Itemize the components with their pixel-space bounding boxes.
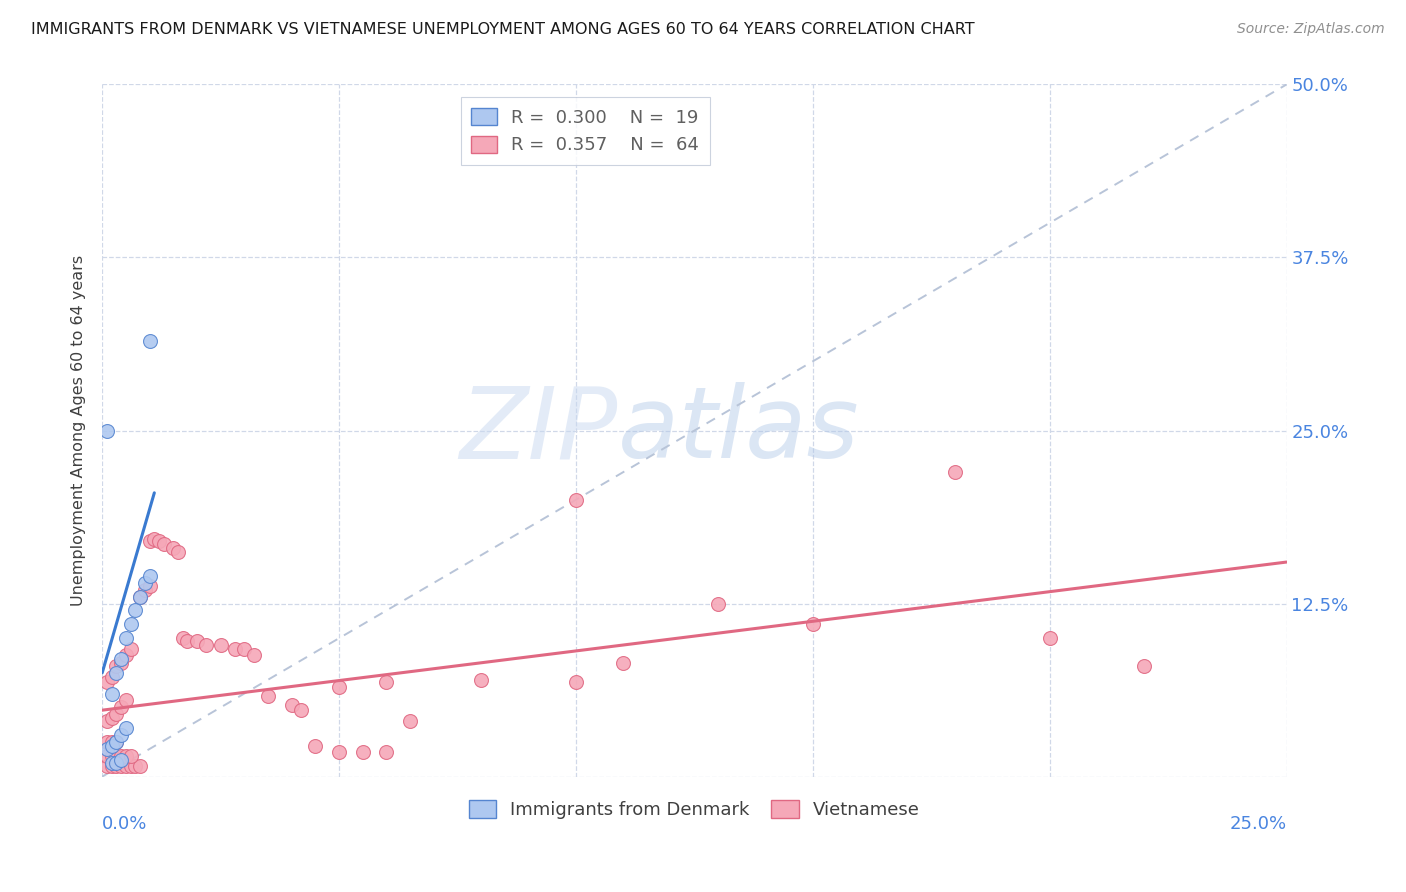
Text: 0.0%: 0.0% bbox=[103, 814, 148, 833]
Point bbox=[1039, 631, 1062, 645]
Point bbox=[115, 758, 138, 772]
Point bbox=[115, 631, 138, 645]
Point bbox=[280, 698, 302, 712]
Point bbox=[612, 656, 634, 670]
Point bbox=[96, 758, 118, 772]
Point bbox=[96, 742, 118, 756]
Point bbox=[100, 670, 122, 684]
Point bbox=[138, 334, 160, 348]
Point bbox=[100, 758, 122, 772]
Point bbox=[115, 721, 138, 735]
Point bbox=[134, 582, 156, 597]
Point bbox=[233, 642, 256, 657]
Point bbox=[105, 665, 128, 680]
Point bbox=[120, 748, 142, 763]
Point bbox=[115, 693, 138, 707]
Point bbox=[352, 745, 374, 759]
Point bbox=[96, 735, 118, 749]
Point bbox=[96, 424, 118, 438]
Point bbox=[1133, 658, 1156, 673]
Point bbox=[120, 617, 142, 632]
Point bbox=[176, 634, 198, 648]
Point bbox=[801, 617, 824, 632]
Point bbox=[243, 648, 266, 662]
Point bbox=[105, 735, 128, 749]
Point bbox=[96, 675, 118, 690]
Point bbox=[129, 758, 152, 772]
Point bbox=[105, 707, 128, 722]
Y-axis label: Unemployment Among Ages 60 to 64 years: Unemployment Among Ages 60 to 64 years bbox=[72, 255, 86, 606]
Point bbox=[110, 728, 132, 742]
Point bbox=[105, 735, 128, 749]
Point bbox=[129, 590, 152, 604]
Point bbox=[399, 714, 422, 729]
Point bbox=[105, 758, 128, 772]
Point bbox=[120, 758, 142, 772]
Point bbox=[224, 642, 246, 657]
Point bbox=[162, 541, 184, 556]
Point bbox=[195, 638, 218, 652]
Point bbox=[115, 648, 138, 662]
Text: 25.0%: 25.0% bbox=[1229, 814, 1286, 833]
Point bbox=[470, 673, 492, 687]
Point bbox=[153, 537, 176, 551]
Point bbox=[124, 603, 146, 617]
Point bbox=[167, 545, 190, 559]
Point bbox=[304, 739, 326, 754]
Point bbox=[186, 634, 208, 648]
Text: atlas: atlas bbox=[617, 382, 859, 479]
Point bbox=[943, 465, 966, 479]
Point bbox=[105, 748, 128, 763]
Point bbox=[328, 745, 350, 759]
Point bbox=[110, 700, 132, 714]
Point bbox=[143, 532, 166, 546]
Point bbox=[565, 675, 588, 690]
Point bbox=[375, 745, 398, 759]
Point bbox=[105, 756, 128, 770]
Point bbox=[120, 642, 142, 657]
Point bbox=[110, 758, 132, 772]
Legend: Immigrants from Denmark, Vietnamese: Immigrants from Denmark, Vietnamese bbox=[461, 793, 927, 826]
Point bbox=[375, 675, 398, 690]
Point bbox=[565, 492, 588, 507]
Point bbox=[257, 690, 280, 704]
Point bbox=[96, 714, 118, 729]
Point bbox=[100, 748, 122, 763]
Point bbox=[100, 711, 122, 725]
Point bbox=[290, 703, 312, 717]
Point bbox=[110, 652, 132, 666]
Point bbox=[134, 575, 156, 590]
Point bbox=[129, 590, 152, 604]
Point bbox=[148, 534, 170, 549]
Point bbox=[209, 638, 232, 652]
Point bbox=[138, 569, 160, 583]
Point bbox=[138, 534, 160, 549]
Point bbox=[110, 753, 132, 767]
Text: IMMIGRANTS FROM DENMARK VS VIETNAMESE UNEMPLOYMENT AMONG AGES 60 TO 64 YEARS COR: IMMIGRANTS FROM DENMARK VS VIETNAMESE UN… bbox=[31, 22, 974, 37]
Point bbox=[96, 748, 118, 763]
Text: Source: ZipAtlas.com: Source: ZipAtlas.com bbox=[1237, 22, 1385, 37]
Point bbox=[707, 597, 730, 611]
Point bbox=[138, 578, 160, 592]
Point bbox=[105, 658, 128, 673]
Point bbox=[100, 735, 122, 749]
Point bbox=[100, 687, 122, 701]
Point bbox=[110, 748, 132, 763]
Point bbox=[110, 656, 132, 670]
Text: ZIP: ZIP bbox=[460, 382, 617, 479]
Point bbox=[328, 680, 350, 694]
Point bbox=[100, 756, 122, 770]
Point bbox=[100, 739, 122, 754]
Point bbox=[172, 631, 194, 645]
Point bbox=[115, 748, 138, 763]
Point bbox=[124, 758, 146, 772]
